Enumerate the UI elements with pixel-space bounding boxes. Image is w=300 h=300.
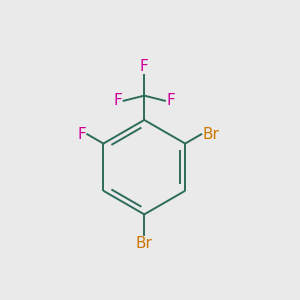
Text: Br: Br xyxy=(136,236,153,251)
Text: F: F xyxy=(113,93,122,108)
Text: F: F xyxy=(77,127,86,142)
Text: Br: Br xyxy=(202,127,219,142)
Text: F: F xyxy=(140,59,149,74)
Text: F: F xyxy=(166,93,175,108)
